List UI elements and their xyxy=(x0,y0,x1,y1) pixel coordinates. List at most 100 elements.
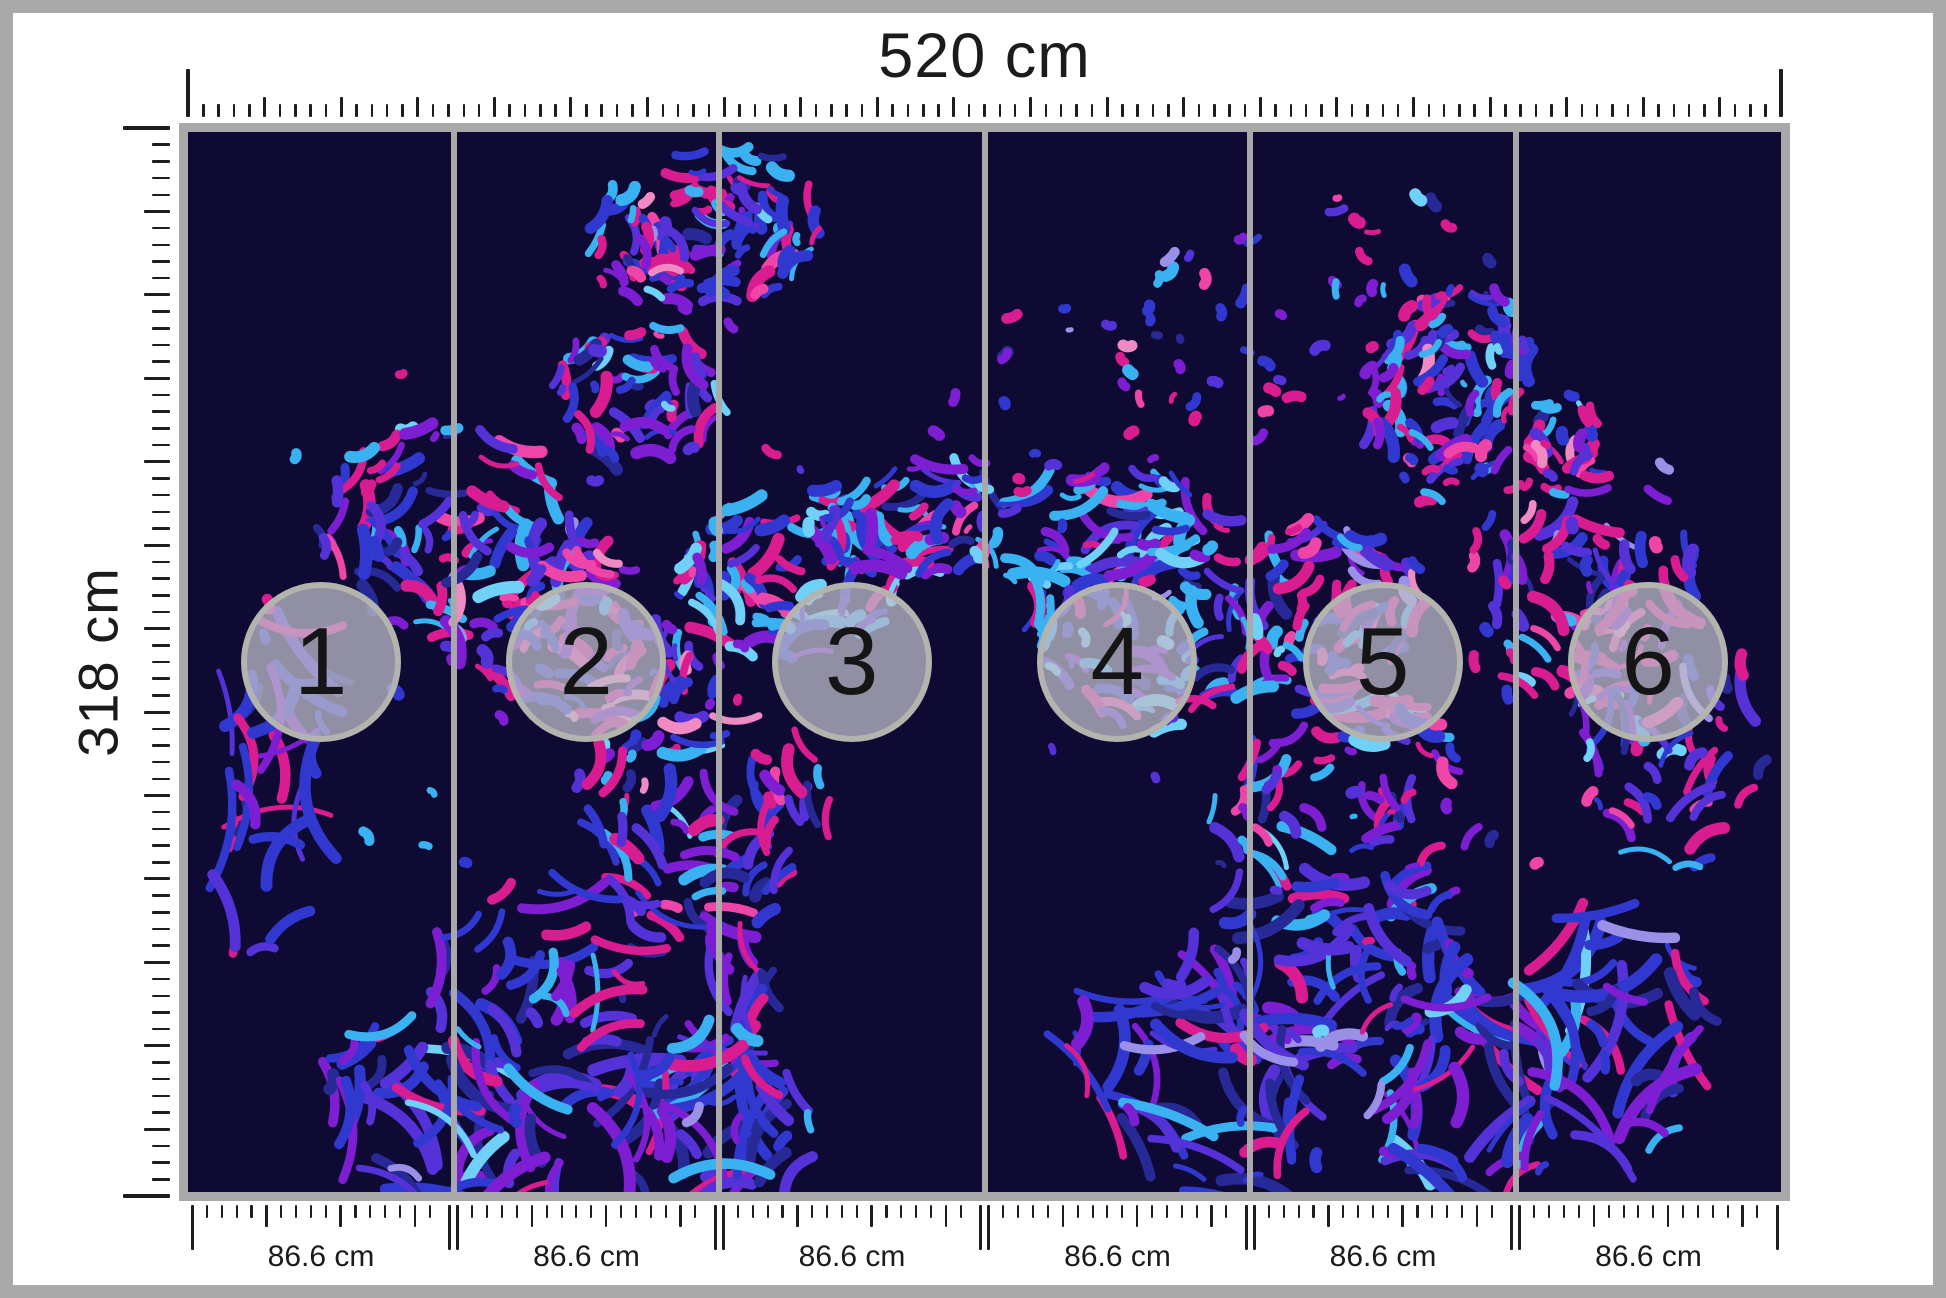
ruler-tick xyxy=(569,97,573,117)
panel-width-label: 86.6 cm xyxy=(798,1240,906,1273)
ruler-tick xyxy=(575,1205,578,1218)
ruler-tick xyxy=(152,327,170,330)
ruler-tick xyxy=(1371,1205,1374,1218)
ruler-tick xyxy=(1427,104,1430,117)
panel-width-label: 86.6 cm xyxy=(267,1240,375,1273)
ruler-tick xyxy=(1611,104,1614,117)
panel-number-badge: 3 xyxy=(771,582,932,742)
ruler-tick xyxy=(1029,97,1032,117)
ruler-tick xyxy=(152,360,170,363)
ruler-tick xyxy=(1213,104,1216,117)
ruler-tick xyxy=(152,927,170,931)
ruler-tick xyxy=(1167,104,1170,117)
ruler-tick xyxy=(959,1205,962,1218)
ruler-tick xyxy=(1488,97,1492,117)
ruler-tick xyxy=(1446,1205,1449,1218)
ruler-tick xyxy=(399,1205,402,1218)
ruler-tick xyxy=(416,97,420,117)
ruler-tick xyxy=(152,243,170,247)
panel-divider xyxy=(450,132,457,1192)
ruler-tick xyxy=(205,1205,208,1218)
ruler-tick xyxy=(523,104,527,117)
ruler-tick xyxy=(1136,104,1139,117)
ruler-tick xyxy=(1461,1205,1464,1218)
ruler-tick xyxy=(1244,1205,1248,1250)
ruler-tick xyxy=(471,1205,474,1218)
ruler-tick xyxy=(1458,104,1461,117)
ruler-tick xyxy=(152,143,170,146)
ruler-tick xyxy=(152,310,170,313)
ruler-tick xyxy=(186,69,190,117)
ruler-tick xyxy=(152,493,170,497)
ruler-tick xyxy=(768,104,772,117)
ruler-tick xyxy=(646,97,649,117)
ruler-tick xyxy=(1046,1205,1050,1218)
ruler-tick xyxy=(937,104,940,117)
panel-divider xyxy=(981,132,988,1192)
ruler-tick xyxy=(1490,1205,1493,1218)
ruler-tick xyxy=(448,1205,451,1250)
ruler-tick xyxy=(220,1205,223,1218)
ruler-tick xyxy=(1197,104,1201,117)
ruler-tick xyxy=(694,1205,697,1218)
ruler-tick xyxy=(983,104,986,117)
ruler-tick xyxy=(1779,69,1783,117)
ruler-tick xyxy=(979,1205,982,1250)
mural-preview: 1 2 3 4 5 6 xyxy=(179,123,1790,1201)
ruler-tick xyxy=(1061,1205,1065,1227)
ruler-tick xyxy=(152,827,170,831)
ruler-tick xyxy=(1135,1205,1139,1227)
total-width-label: 520 cm xyxy=(878,21,1091,91)
ruler-tick xyxy=(447,104,450,117)
ruler-tick xyxy=(1121,1205,1124,1218)
ruler-tick xyxy=(554,104,557,117)
ruler-tick xyxy=(796,1205,799,1227)
ruler-tick xyxy=(539,104,542,117)
ruler-tick xyxy=(152,977,170,981)
ruler-tick xyxy=(1150,1205,1154,1218)
panel-number: 6 xyxy=(1621,608,1675,715)
ruler-tick xyxy=(144,209,170,213)
ruler-tick xyxy=(1180,1205,1183,1218)
ruler-tick xyxy=(152,193,170,196)
ruler-tick xyxy=(144,710,170,714)
ruler-tick xyxy=(722,97,726,117)
ruler-tick xyxy=(1335,97,1339,117)
ruler-tick xyxy=(1416,1205,1419,1218)
ruler-tick xyxy=(1411,97,1415,117)
ruler-tick xyxy=(615,104,619,117)
ruler-tick xyxy=(1548,1205,1551,1218)
ruler-tick xyxy=(1032,1205,1035,1218)
ruler-tick xyxy=(384,1205,387,1218)
ruler-tick xyxy=(152,911,170,914)
ruler-tick xyxy=(369,1205,372,1218)
ruler-tick xyxy=(998,104,1002,117)
ruler-tick xyxy=(235,1205,238,1218)
ruler-tick xyxy=(1533,1205,1536,1218)
panel-divider xyxy=(1247,132,1253,1192)
ruler-tick xyxy=(1228,104,1231,117)
ruler-tick xyxy=(781,1205,784,1218)
ruler-tick xyxy=(1105,97,1109,117)
ruler-tick xyxy=(202,104,205,117)
ruler-tick xyxy=(295,1205,298,1218)
ruler-tick xyxy=(190,1205,194,1250)
panel-divider xyxy=(716,132,722,1192)
panel-width-label: 86.6 cm xyxy=(1329,1240,1437,1273)
ruler-tick xyxy=(144,543,170,547)
ruler-tick xyxy=(152,1161,170,1164)
ruler-tick xyxy=(1703,104,1706,117)
ruler-tick xyxy=(144,627,170,631)
ruler-tick xyxy=(922,104,925,117)
ruler-tick xyxy=(152,894,170,897)
ruler-tick xyxy=(354,1205,357,1218)
ruler-tick xyxy=(967,104,971,117)
ruler-tick xyxy=(721,1205,725,1250)
ruler-tick xyxy=(1749,104,1752,117)
ruler-tick xyxy=(248,104,251,117)
ruler-tick xyxy=(152,577,170,580)
ruler-tick xyxy=(1687,104,1691,117)
ruler-tick xyxy=(1592,1205,1596,1227)
ruler-tick xyxy=(144,293,170,297)
ruler-tick xyxy=(885,1205,888,1218)
